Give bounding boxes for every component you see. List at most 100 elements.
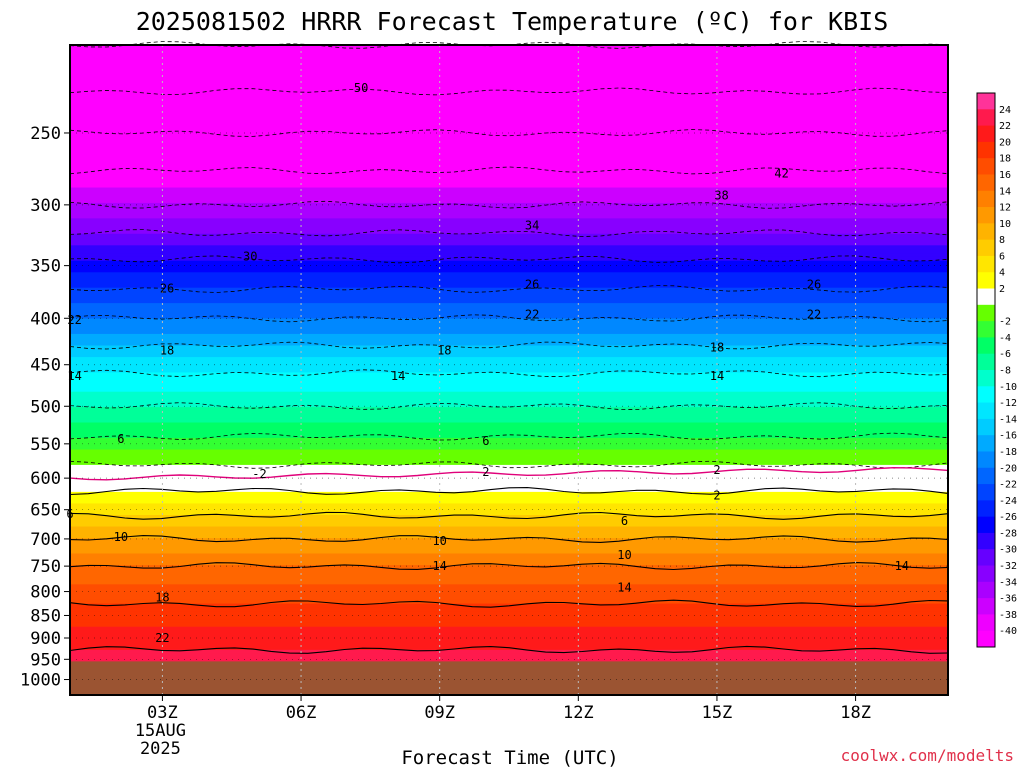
temperature-band <box>70 518 948 524</box>
temperature-band <box>70 553 948 558</box>
contour-label: 2 <box>482 465 489 479</box>
temperature-band <box>70 653 948 659</box>
contour-label: 14 <box>895 559 909 573</box>
colorbar-label: -10 <box>999 382 1017 393</box>
y-tick-label: 850 <box>30 606 61 626</box>
contour-label: 10 <box>114 530 128 544</box>
temperature-band <box>70 318 948 323</box>
colorbar-label: 12 <box>999 203 1011 214</box>
contour-label: 14 <box>67 369 81 383</box>
contour-label: 26 <box>525 277 539 291</box>
temperature-band <box>70 395 948 401</box>
temperature-band <box>70 622 948 628</box>
temperature-band <box>70 384 948 389</box>
colorbar-label: -34 <box>999 577 1017 588</box>
temperature-band <box>70 137 948 142</box>
temperature-band <box>70 145 948 150</box>
temperature-band <box>70 341 948 347</box>
colorbar-swatch <box>977 451 995 469</box>
colorbar-label: -20 <box>999 463 1017 474</box>
temperature-band <box>70 449 948 454</box>
temperature-band <box>70 619 948 624</box>
contour-label: 22 <box>525 307 539 321</box>
temperature-band <box>70 468 948 474</box>
colorbar-label: 4 <box>999 268 1005 279</box>
temperature-band <box>70 156 948 162</box>
contour-label: 38 <box>714 189 728 203</box>
y-tick-label: 400 <box>30 309 61 329</box>
temperature-band <box>70 326 948 331</box>
y-tick-label: 650 <box>30 501 61 521</box>
contour-label: 22 <box>67 313 81 327</box>
temperature-band <box>70 291 948 296</box>
y-tick-label: 900 <box>30 629 61 649</box>
temperature-band <box>70 437 948 443</box>
temperature-band <box>70 71 948 77</box>
temperature-band <box>70 164 948 169</box>
colorbar-frame <box>976 92 996 648</box>
temperature-band <box>70 276 948 281</box>
temperature-band <box>70 410 948 416</box>
temperature-band <box>70 576 948 582</box>
temperature-band <box>70 195 948 200</box>
temperature-band <box>70 541 948 547</box>
temperature-band <box>70 595 948 601</box>
temperature-band <box>70 630 948 636</box>
temperature-band <box>70 95 948 100</box>
temperature-band <box>70 357 948 362</box>
temperature-band <box>70 75 948 81</box>
temperature-band <box>70 253 948 258</box>
temperature-band <box>70 222 948 227</box>
contour-label: 14 <box>710 369 724 383</box>
temperature-band <box>70 580 948 585</box>
contour-label: 26 <box>807 277 821 291</box>
temperature-band <box>70 264 948 270</box>
x-tick-label: 06Z <box>286 703 317 723</box>
temperature-band <box>70 303 948 308</box>
temperature-band <box>70 568 948 574</box>
y-tick-label: 500 <box>30 397 61 417</box>
x-tick-label: 15Z <box>702 703 733 723</box>
temperature-band <box>70 287 948 293</box>
colorbar-label: -38 <box>999 610 1017 621</box>
contour-label: 14 <box>617 581 631 595</box>
temperature-band <box>70 322 948 327</box>
temperature-band <box>70 60 948 65</box>
temperature-band <box>70 179 948 185</box>
temperature-band <box>70 418 948 424</box>
colorbar-swatch <box>977 516 995 534</box>
colorbar-swatch <box>977 255 995 273</box>
colorbar-label: -26 <box>999 512 1017 523</box>
colorbar-swatch <box>977 337 995 355</box>
colorbar-swatch <box>977 93 995 110</box>
colorbar-label: -24 <box>999 496 1017 507</box>
temperature-band <box>70 237 948 243</box>
x-axis-label: Forecast Time (UTC) <box>401 747 618 768</box>
temperature-band <box>70 125 948 131</box>
temperature-band <box>70 584 948 589</box>
temperature-band <box>70 372 948 377</box>
temperature-band <box>70 98 948 104</box>
plot-frame <box>69 44 949 696</box>
contour-label: 14 <box>432 559 446 573</box>
x-tick-label: 18Z <box>840 703 871 723</box>
temperature-band <box>70 133 948 139</box>
colorbar-swatch <box>977 141 995 159</box>
temperature-band <box>70 118 948 123</box>
credit-link[interactable]: coolwx.com/modelts <box>841 746 1014 765</box>
colorbar-swatch <box>977 402 995 420</box>
temperature-band <box>70 79 948 85</box>
temperature-band <box>70 607 948 612</box>
temperature-band <box>70 426 948 431</box>
chart-title: 2025081502 HRRR Forecast Temperature (ºC… <box>136 7 889 36</box>
temperature-band <box>70 368 948 374</box>
temperature-band <box>70 52 948 58</box>
colorbar-swatch <box>977 288 995 306</box>
colorbar-swatch <box>977 549 995 567</box>
temperature-band <box>70 233 948 239</box>
colorbar: 24 22 20 18 16 14 12 10 8 6 4 2 -2 -4 -6 -8 -10 -12 -14 -16… <box>976 92 1017 648</box>
colorbar-label: 2 <box>999 284 1005 295</box>
colorbar-swatch <box>977 386 995 404</box>
colorbar-label: 16 <box>999 170 1011 181</box>
